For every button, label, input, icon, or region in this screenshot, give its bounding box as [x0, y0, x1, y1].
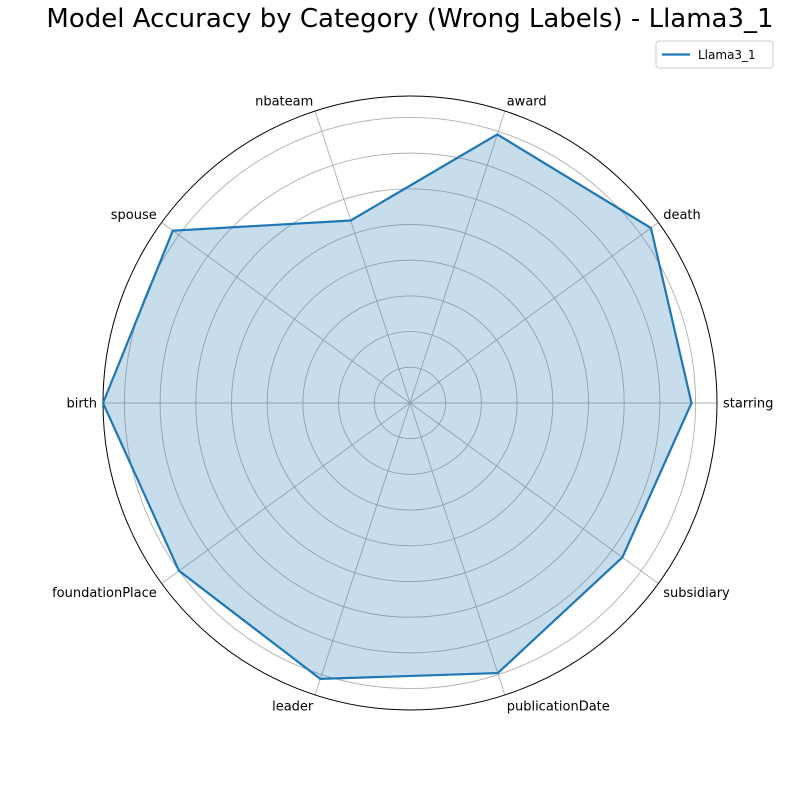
radial-grid — [102, 95, 718, 711]
category-label: publicationDate — [507, 700, 610, 715]
category-label: leader — [272, 700, 314, 715]
grid-spoke — [409, 222, 659, 404]
category-label: birth — [66, 397, 97, 412]
category-label: nbateam — [255, 94, 313, 109]
grid-spoke — [161, 402, 411, 584]
grid-spoke — [314, 402, 411, 696]
category-label: spouse — [111, 208, 157, 223]
series-line — [101, 133, 693, 681]
category-labels: starring death award nbateam spouse birth foun… — [52, 94, 773, 714]
grid-spoke — [161, 222, 411, 404]
grid-spoke — [409, 402, 659, 584]
legend-box — [655, 40, 774, 69]
legend-label: Llama3_1 — [698, 48, 756, 62]
category-label: subsidiary — [663, 586, 730, 601]
grid-spoke — [409, 402, 506, 696]
series-area — [103, 134, 692, 679]
grid-spoke — [314, 110, 411, 404]
grid-spoke — [409, 110, 506, 404]
category-label: death — [663, 208, 701, 223]
chart-title: Model Accuracy by Category (Wrong Labels… — [46, 4, 773, 34]
category-label: foundationPlace — [52, 586, 157, 601]
series-layer — [101, 133, 693, 681]
category-label: award — [507, 94, 547, 109]
category-label: starring — [723, 397, 773, 412]
legend: Llama3_1 — [655, 40, 774, 69]
